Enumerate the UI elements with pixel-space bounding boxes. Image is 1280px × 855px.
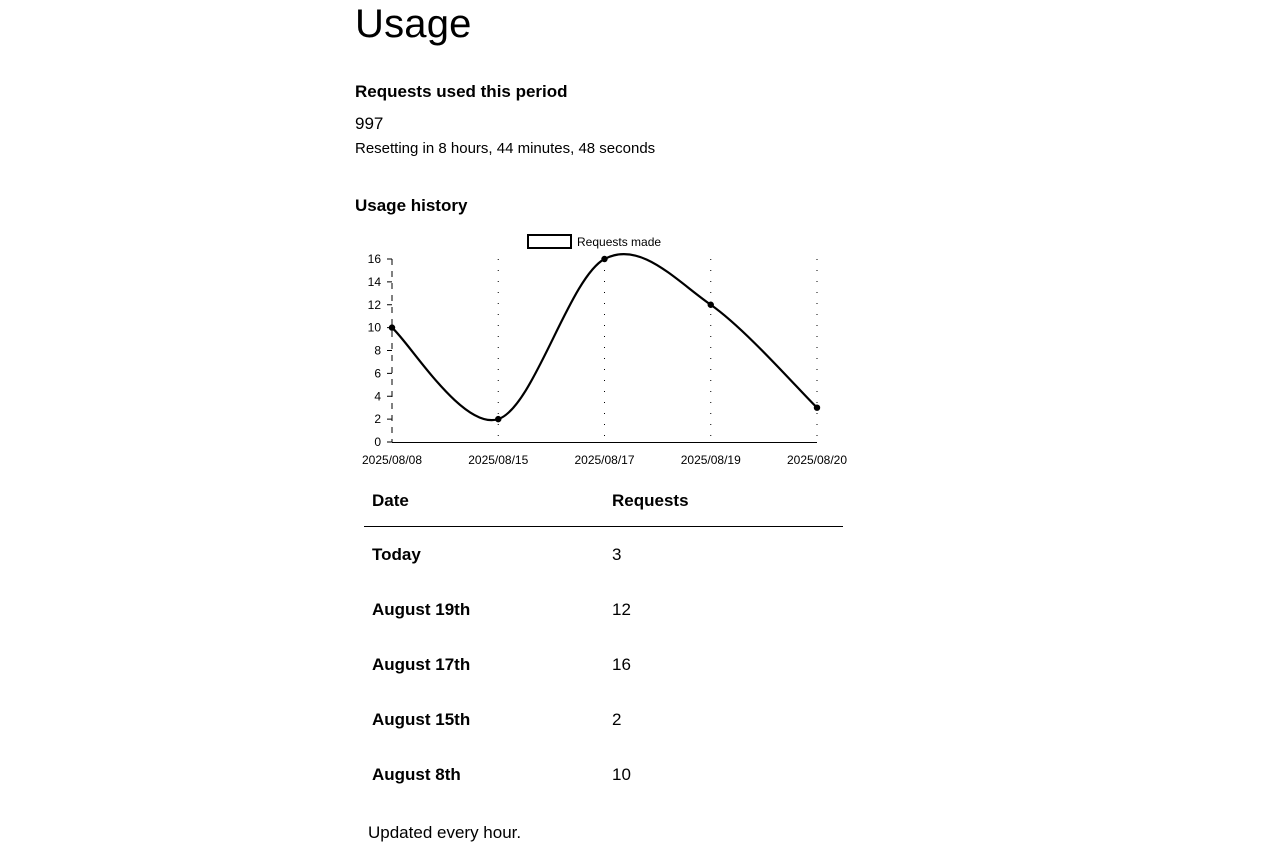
data-point xyxy=(813,404,821,411)
requests-used-heading: Requests used this period xyxy=(355,82,568,101)
data-point xyxy=(388,324,396,331)
usage-history-heading: Usage history xyxy=(355,196,468,215)
table-row: August 19th 12 xyxy=(364,582,843,637)
requests-cell: 16 xyxy=(612,654,631,674)
data-point xyxy=(495,415,502,423)
y-tick-label: 6 xyxy=(374,366,381,380)
requests-cell: 12 xyxy=(612,599,631,619)
x-tick-label: 2025/08/17 xyxy=(574,453,634,467)
y-tick-label: 8 xyxy=(374,344,381,358)
y-tick-label: 4 xyxy=(374,389,381,403)
update-frequency-note: Updated every hour. xyxy=(368,823,522,842)
date-cell: Today xyxy=(372,544,421,564)
table-row: August 15th 2 xyxy=(364,692,843,747)
y-tick-label: 0 xyxy=(374,435,381,449)
requests-used-count: 997 xyxy=(355,114,384,133)
x-tick-label: 2025/08/19 xyxy=(681,453,741,467)
table-row: August 8th 10 xyxy=(364,747,843,802)
series-line xyxy=(391,252,818,422)
date-cell: August 8th xyxy=(372,764,461,784)
legend-label: Requests made xyxy=(577,235,661,249)
legend-swatch xyxy=(527,234,572,249)
usage-table: Date Requests Today 3 August 19th 12 Aug… xyxy=(364,476,843,802)
y-tick-label: 14 xyxy=(368,275,382,289)
table-header-row: Date Requests xyxy=(364,476,843,527)
y-tick-label: 12 xyxy=(368,298,382,312)
y-tick-label: 10 xyxy=(368,321,382,335)
requests-column-header: Requests xyxy=(604,476,843,527)
x-tick-label: 2025/08/08 xyxy=(362,453,422,467)
date-cell: August 19th xyxy=(372,599,471,619)
date-cell: August 17th xyxy=(372,654,471,674)
data-point xyxy=(707,301,714,308)
page-title: Usage xyxy=(355,2,472,46)
requests-cell: 10 xyxy=(612,764,631,784)
date-column-header: Date xyxy=(364,476,604,527)
usage-history-chart: 0 2 4 6 8 10 12 14 16 2025/08/08 2025/08/15 2025/08… xyxy=(362,234,847,467)
requests-cell: 3 xyxy=(612,544,622,564)
date-cell: August 15th xyxy=(372,709,471,729)
x-tick-label: 2025/08/20 xyxy=(787,453,847,467)
y-tick-label: 16 xyxy=(368,252,382,266)
requests-cell: 2 xyxy=(612,709,622,729)
reset-countdown: Resetting in 8 hours, 44 minutes, 48 sec… xyxy=(355,140,656,157)
y-tick-label: 2 xyxy=(374,412,381,426)
table-row: Today 3 xyxy=(364,527,843,583)
table-row: August 17th 16 xyxy=(364,637,843,692)
data-point xyxy=(601,255,608,263)
x-tick-label: 2025/08/15 xyxy=(468,453,528,467)
